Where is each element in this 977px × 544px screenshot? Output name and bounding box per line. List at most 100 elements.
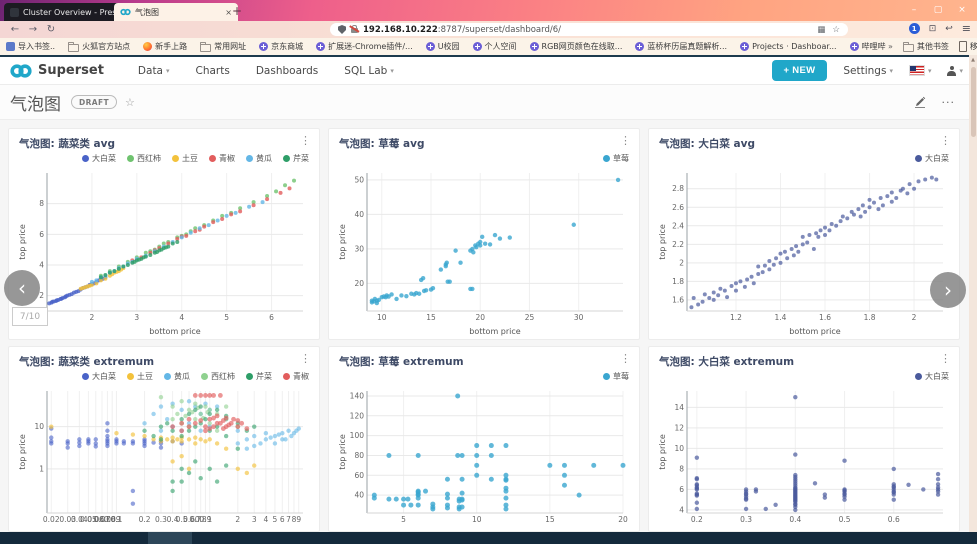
svg-text:0.3: 0.3 — [740, 515, 752, 524]
bookmark-item[interactable]: 导入书签.. — [6, 41, 55, 52]
new-tab-button[interactable]: + — [232, 4, 243, 18]
window-minimize-button[interactable]: – — [911, 5, 917, 15]
bookmarks-overflow-icon[interactable]: » — [888, 42, 893, 51]
nav-item-sql-lab[interactable]: SQL Lab ▾ — [344, 64, 394, 77]
tab-cluster-overview[interactable]: Cluster Overview - Presto × — [4, 3, 122, 21]
legend-item[interactable]: 草莓 — [603, 153, 629, 164]
bookmark-item[interactable]: 哔哩哔哩 ( ゜-゜)つロ ... — [849, 41, 886, 52]
chart-menu-icon[interactable]: ⋮ — [620, 134, 631, 147]
language-menu[interactable]: ▾ — [908, 65, 931, 76]
chart-plot[interactable]: 5 10 15 20 40 60 80 100 120 140 top price — [337, 386, 631, 529]
legend-item[interactable]: 芹菜 — [246, 371, 272, 382]
bookmark-item[interactable]: Projects · Dashboar... — [740, 42, 837, 51]
legend-item[interactable]: 青椒 — [283, 371, 309, 382]
bookmark-item[interactable]: 个人空间 — [472, 41, 517, 52]
chart-card-cabbage-avg: 气泡图: 大白菜 avg ⋮ 大白菜 1.2 1.4 1.6 1.8 2 1.6 1.8 2 2… — [648, 128, 960, 340]
bookmark-label: 蓝桥杯历届真题解析... — [647, 42, 728, 51]
legend-item[interactable]: 黄瓜 — [164, 371, 190, 382]
legend-item[interactable]: 大白菜 — [82, 371, 116, 382]
prev-slide-button[interactable]: ‹ — [4, 270, 40, 306]
chart-plot[interactable]: 1.2 1.4 1.6 1.8 2 1.6 1.8 2 2.2 2.4 2.6 2.8 bottom p… — [657, 168, 951, 337]
chart-menu-icon[interactable]: ⋮ — [300, 352, 311, 365]
window-close-button[interactable]: × — [958, 5, 966, 15]
chart-menu-icon[interactable]: ⋮ — [940, 352, 951, 365]
scroll-up-icon[interactable]: ▲ — [971, 57, 975, 63]
legend-dot-icon — [127, 373, 134, 380]
nav-item-data[interactable]: Data ▾ — [137, 64, 170, 77]
window-maximize-button[interactable]: ▢ — [933, 5, 943, 15]
settings-menu[interactable]: Settings ▾ — [843, 64, 893, 77]
next-slide-button[interactable]: › — [930, 272, 966, 308]
chart-plot[interactable]: 10 15 20 25 30 20 30 40 50 bottom price top price — [337, 168, 631, 337]
favorite-star-icon[interactable]: ☆ — [125, 95, 135, 109]
chevron-down-icon: ▾ — [166, 66, 170, 75]
screenshot-extension-icon[interactable]: ⊡ — [928, 23, 937, 34]
bookmark-item[interactable]: 常用网址 — [200, 41, 246, 52]
tracking-shield-icon[interactable] — [338, 25, 346, 34]
svg-text:0.8: 0.8 — [195, 515, 207, 524]
scrollbar-thumb[interactable] — [148, 532, 192, 544]
menu-icon[interactable]: ≡ — [961, 22, 971, 35]
legend-item[interactable]: 青椒 — [209, 153, 235, 164]
chart-menu-icon[interactable]: ⋮ — [620, 352, 631, 365]
forward-icon[interactable]: → — [28, 24, 38, 35]
url-bar[interactable]: 192.168.10.222:8787/superset/dashboard/6… — [330, 23, 848, 36]
bookmark-item[interactable]: U校园 — [425, 41, 460, 52]
new-button[interactable]: + NEW — [771, 60, 828, 81]
chart-plot[interactable]: 0.02 0.03 0.04 0.05 0.06 0.07 0.08 0.09 0.1 0.2 0.… — [17, 386, 311, 529]
svg-text:0.03: 0.03 — [59, 515, 76, 524]
tab-bubble-dashboard[interactable]: 气泡图 × — [114, 3, 238, 21]
extension-badge-icon[interactable]: 1 — [908, 23, 920, 34]
nav-item-charts[interactable]: Charts — [195, 64, 230, 77]
bookmark-item[interactable]: 蓝桥杯历届真题解析... — [635, 41, 727, 52]
svg-text:30: 30 — [574, 313, 584, 322]
legend-label: 黄瓜 — [174, 372, 190, 381]
chart-plot[interactable]: 2 3 4 5 6 2 4 6 8 bottom price top price — [17, 168, 311, 337]
chart-legend: 大白菜 — [915, 371, 949, 382]
horizontal-scrollbar[interactable] — [0, 532, 977, 544]
legend-item[interactable]: 草莓 — [603, 371, 629, 382]
insecure-lock-icon[interactable] — [351, 25, 358, 33]
legend-label: 芹菜 — [256, 372, 272, 381]
legend-item[interactable]: 大白菜 — [82, 153, 116, 164]
nav-item-dashboards[interactable]: Dashboards — [255, 64, 319, 77]
scrollbar-thumb[interactable] — [970, 67, 976, 137]
close-tab-icon[interactable]: × — [225, 7, 232, 17]
reload-icon[interactable]: ↻ — [46, 24, 56, 35]
superset-logo[interactable]: Superset — [0, 63, 104, 78]
bookmark-item[interactable]: 京东商城 — [259, 41, 303, 52]
bookmark-item[interactable]: RGB网页颜色在线取... — [529, 41, 622, 52]
chart-menu-icon[interactable]: ⋮ — [940, 134, 951, 147]
other-bookmarks-folder[interactable]: 其他书签 — [902, 41, 949, 52]
legend-dot-icon — [127, 155, 134, 162]
back-icon[interactable]: ← — [10, 24, 20, 35]
vertical-scrollbar[interactable]: ▲ — [969, 55, 977, 532]
legend-item[interactable]: 大白菜 — [915, 153, 949, 164]
bookmark-item[interactable]: 扩展迷-Chrome插件/... — [316, 41, 413, 52]
chart-menu-icon[interactable]: ⋮ — [300, 134, 311, 147]
legend-item[interactable]: 大白菜 — [915, 371, 949, 382]
svg-text:0.02: 0.02 — [43, 515, 60, 524]
bookmark-item[interactable]: 火狐官方站点 — [68, 41, 130, 52]
bookmark-star-icon[interactable]: ☆ — [832, 24, 840, 35]
translate-icon[interactable]: ▦ — [817, 24, 826, 35]
svg-text:6: 6 — [280, 515, 285, 524]
legend-item[interactable]: 土豆 — [127, 371, 153, 382]
legend-item[interactable]: 西红柿 — [201, 371, 235, 382]
superset-favicon — [120, 8, 131, 16]
more-options-icon[interactable]: ··· — [941, 95, 955, 109]
restore-extension-icon[interactable]: ↩ — [945, 23, 953, 34]
legend-item[interactable]: 土豆 — [172, 153, 198, 164]
edit-pencil-icon[interactable] — [914, 96, 926, 108]
bookmark-item[interactable]: 新手上路 — [143, 41, 187, 52]
user-menu[interactable]: ▾ — [947, 65, 963, 76]
legend-item[interactable]: 黄瓜 — [246, 153, 272, 164]
chart-plot[interactable]: 0.2 0.3 0.4 0.5 0.6 4 6 8 10 12 14 top price — [657, 386, 951, 529]
legend-item[interactable]: 芹菜 — [283, 153, 309, 164]
svg-text:6: 6 — [39, 230, 44, 239]
mobile-bookmarks[interactable]: 移动设备上的书签 — [958, 41, 977, 52]
chart-card-cabbage-extremum: 气泡图: 大白菜 extremum ⋮ 大白菜 0.2 0.3 0.4 0.5 0.6 4… — [648, 346, 960, 532]
svg-text:5: 5 — [401, 515, 406, 524]
svg-text:10: 10 — [674, 444, 684, 453]
legend-item[interactable]: 西红柿 — [127, 153, 161, 164]
